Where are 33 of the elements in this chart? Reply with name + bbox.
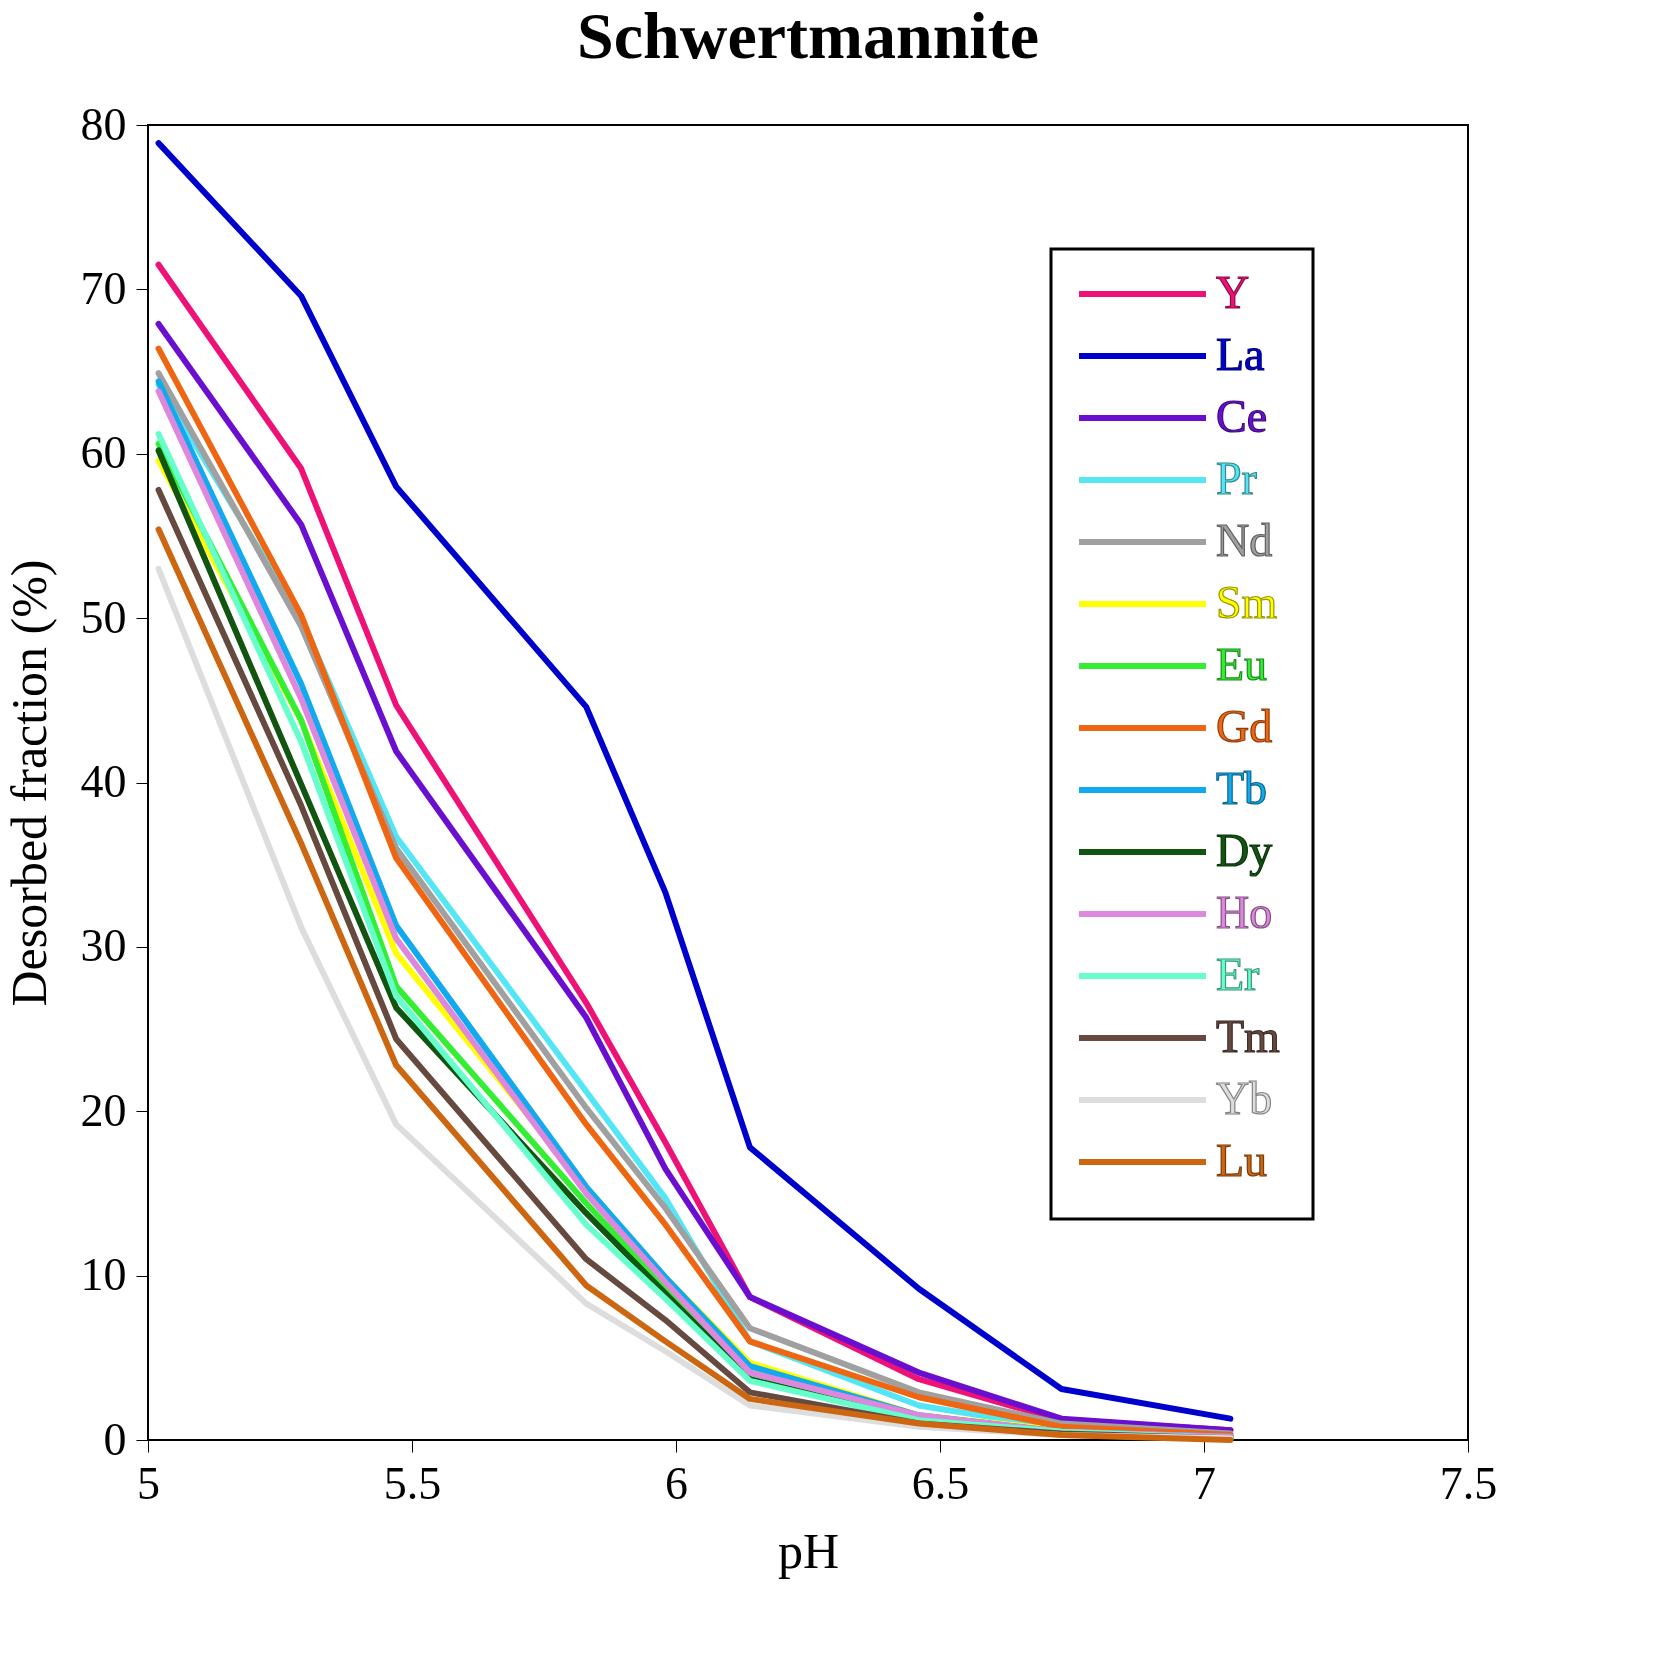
legend-label: Tm xyxy=(1216,1011,1281,1062)
legend-label: Yb xyxy=(1216,1073,1273,1124)
legend-label: Dy xyxy=(1216,825,1273,876)
x-tick-label: 6.5 xyxy=(911,1457,970,1509)
x-axis-title: pH xyxy=(777,1522,840,1579)
y-tick-label: 80 xyxy=(80,98,127,150)
legend-label: Pr xyxy=(1216,453,1257,504)
y-tick-label: 20 xyxy=(80,1084,127,1136)
legend-label: Nd xyxy=(1216,515,1273,566)
legend-label: Gd xyxy=(1216,701,1273,752)
legend-label: Er xyxy=(1216,949,1260,1000)
y-tick-label: 40 xyxy=(80,756,127,807)
legend-label: Sm xyxy=(1216,577,1278,628)
y-tick-label: 70 xyxy=(80,262,127,314)
legend-label: Lu xyxy=(1216,1135,1268,1186)
legend-label: Ce xyxy=(1216,391,1268,442)
x-tick-label: 5 xyxy=(137,1457,160,1509)
legend-label: Eu xyxy=(1216,639,1268,690)
y-tick-label: 50 xyxy=(80,591,127,643)
y-tick-label: 60 xyxy=(80,427,127,479)
y-tick-label: 10 xyxy=(80,1249,127,1301)
y-tick-label: 0 xyxy=(103,1413,127,1465)
x-tick-label: 7 xyxy=(1193,1457,1216,1509)
legend-label: Tb xyxy=(1216,763,1268,814)
x-tick-label: 5.5 xyxy=(383,1457,442,1509)
y-tick-label: 30 xyxy=(80,920,127,972)
legend-label: Ho xyxy=(1216,887,1273,938)
legend-label: Y xyxy=(1216,267,1250,318)
chart-title: Schwertmannite xyxy=(577,0,1039,72)
y-axis-title: Desorbed fraction (%) xyxy=(0,559,57,1007)
x-tick-label: 7.5 xyxy=(1439,1457,1498,1509)
legend-label: La xyxy=(1216,329,1265,380)
x-tick-label: 6 xyxy=(665,1457,688,1509)
